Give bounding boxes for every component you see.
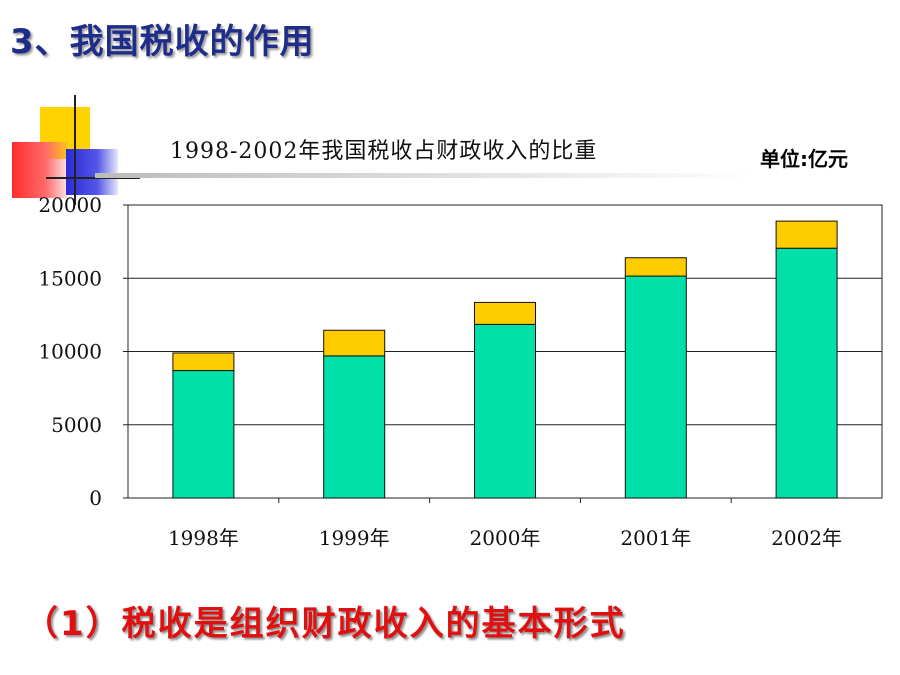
x-tick-label: 2001年: [620, 526, 691, 550]
x-tick-label: 2002年: [771, 526, 842, 550]
deco-red-square: [12, 142, 68, 198]
decorative-squares: [0, 95, 140, 205]
y-tick-label: 20000: [38, 193, 102, 217]
bar-segment-top: [323, 329, 386, 357]
bar-segment-top: [775, 220, 838, 249]
unit-label: 单位:亿元: [760, 147, 848, 171]
bar-segment-base: [474, 323, 536, 499]
bar-segment-top: [624, 257, 687, 277]
bar-segment-base: [172, 370, 235, 499]
bar-segment-top: [474, 301, 536, 325]
y-tick-label: 0: [89, 486, 102, 510]
chart-title: 1998-2002年我国税收占财政收入的比重: [170, 139, 598, 164]
y-tick-label: 10000: [38, 340, 102, 364]
conclusion-text: （1）税收是组织财政收入的基本形式: [24, 604, 626, 644]
bar-segment-base: [624, 275, 687, 499]
deco-horizontal-line: [46, 177, 140, 179]
deco-vertical-line: [74, 95, 76, 205]
chart-title-underline: [95, 173, 755, 178]
bar-segment-top: [172, 352, 235, 372]
x-tick-label: 2000年: [470, 526, 541, 550]
bar-segment-base: [775, 247, 838, 499]
slide-title: 3、我国税收的作用: [10, 22, 315, 62]
bar-segment-base: [323, 355, 386, 499]
x-tick-label: 1998年: [168, 526, 239, 550]
y-tick-label: 15000: [38, 266, 102, 290]
x-tick-label: 1999年: [319, 526, 390, 550]
y-tick-label: 5000: [51, 413, 102, 437]
